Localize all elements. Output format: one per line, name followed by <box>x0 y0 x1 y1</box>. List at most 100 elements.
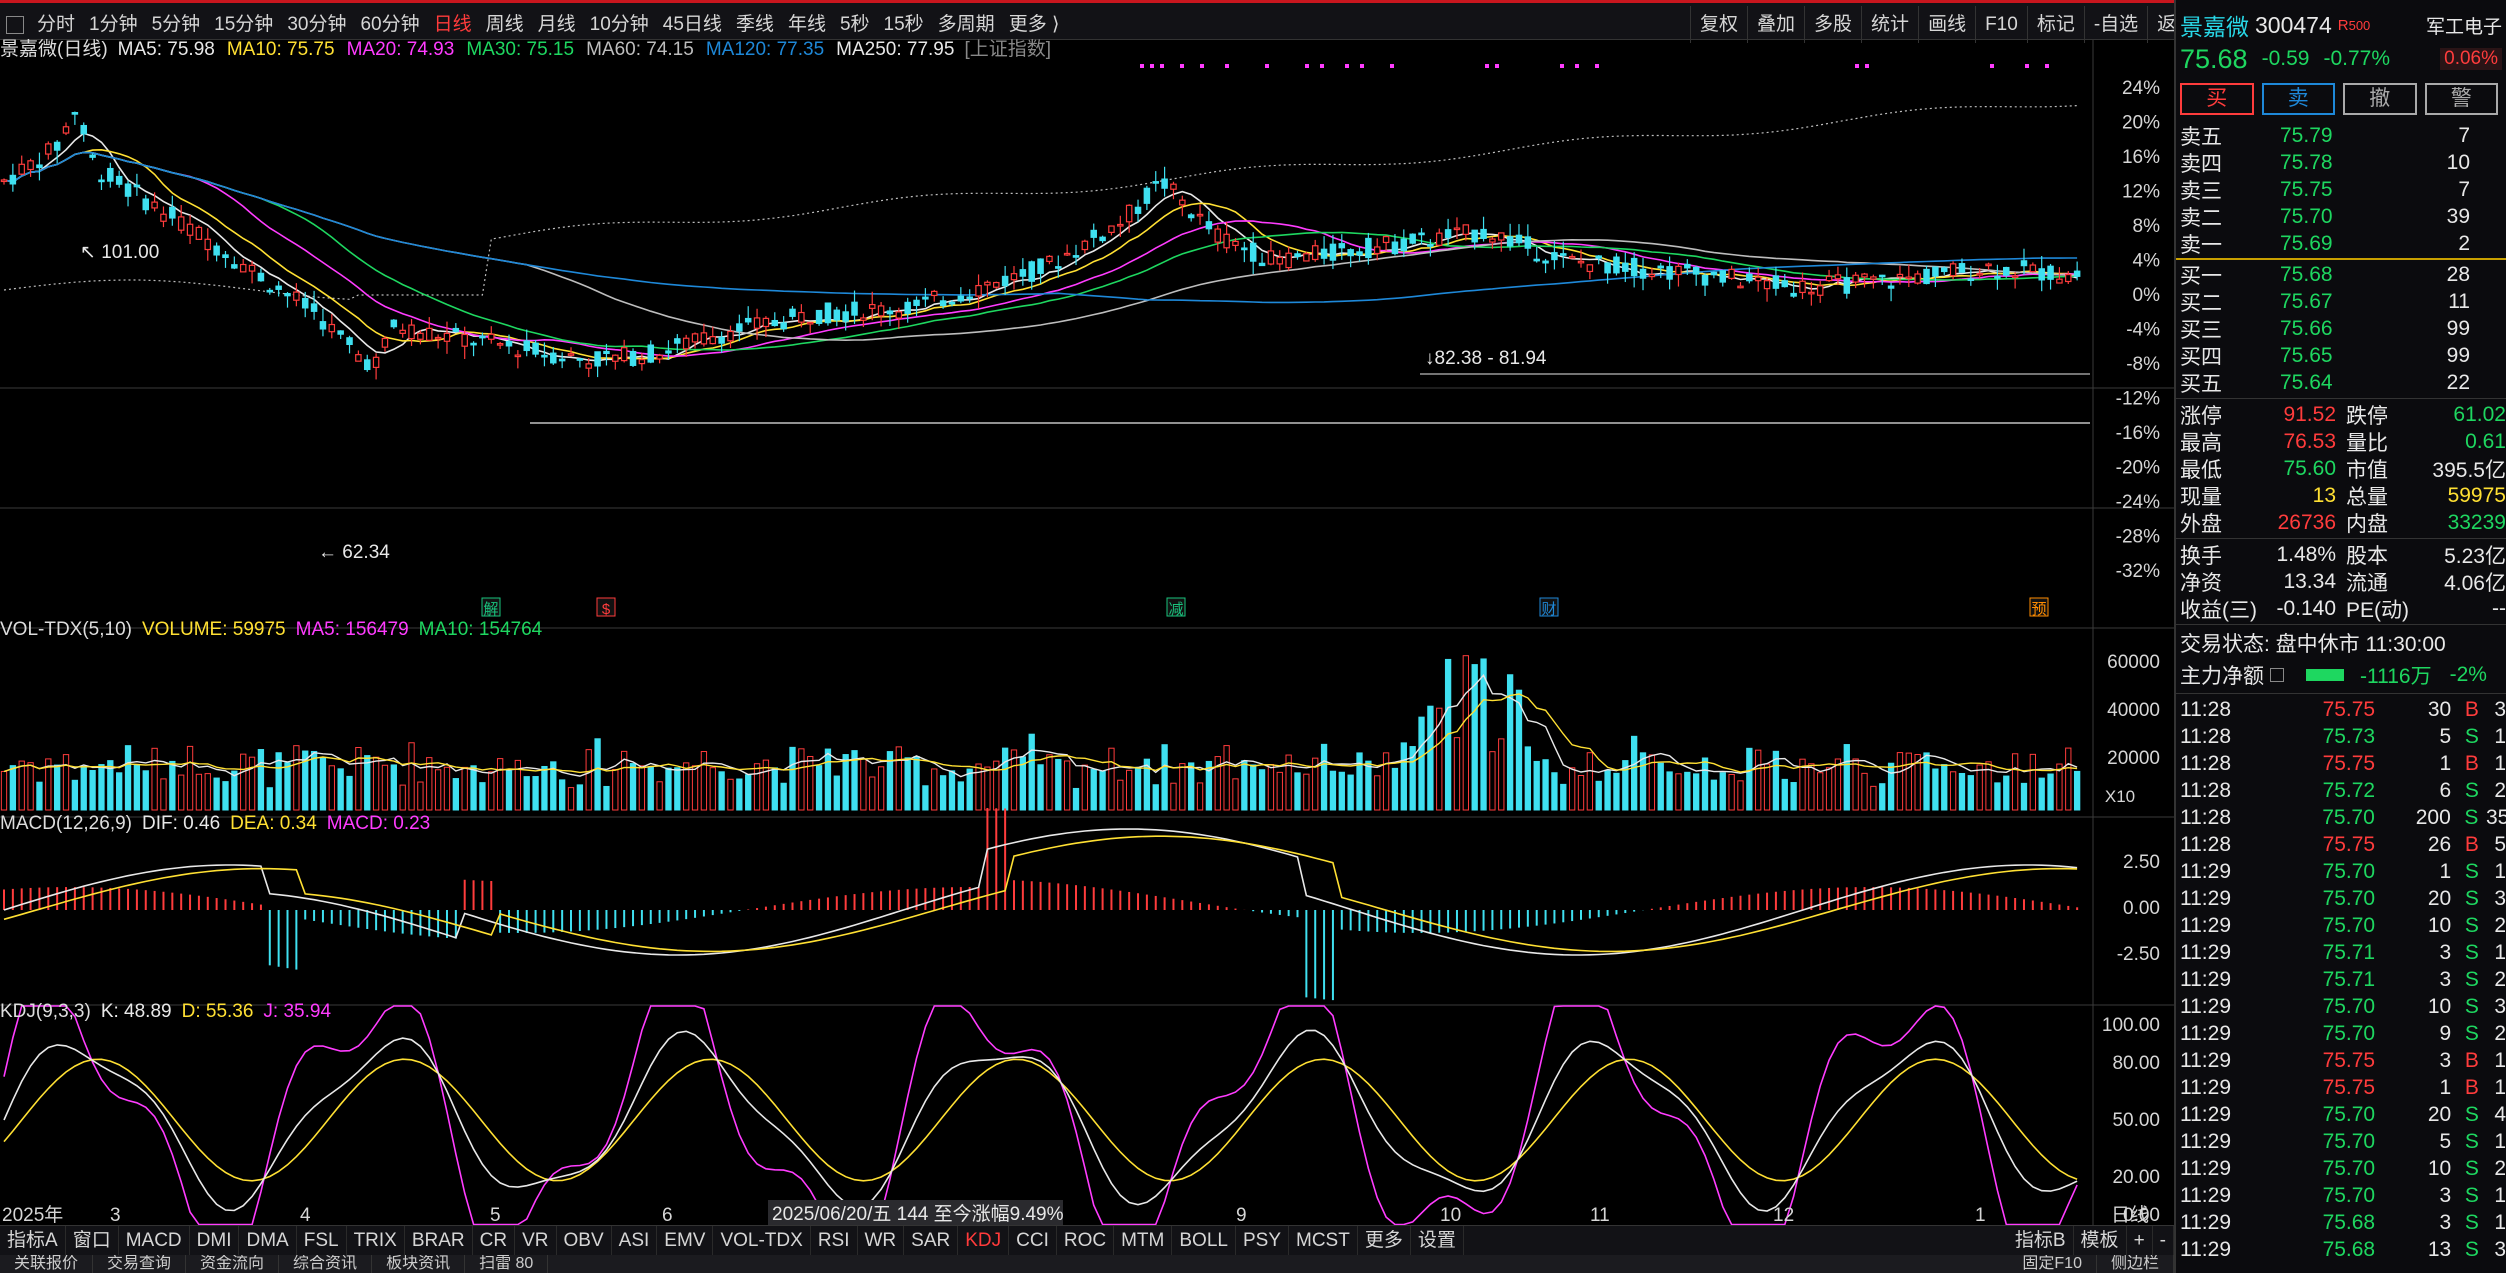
indicator-tab[interactable]: PSY <box>1236 1225 1289 1256</box>
tick-list[interactable]: 11:28 75.75 30 B 3 11:28 75.73 5 S 1 11:28 75.75 1 B 1… <box>2176 696 2506 1263</box>
indicator-tab[interactable]: ASI <box>612 1225 658 1256</box>
candle <box>1205 221 1213 230</box>
indicator-tab[interactable]: VR <box>515 1225 557 1256</box>
period-tab[interactable]: 1分钟 <box>89 14 138 35</box>
tick-count: 1 <box>2494 1048 2506 1072</box>
sell-button[interactable]: 卖 <box>2261 83 2335 115</box>
book-row[interactable]: 买五 75.64 22 <box>2176 369 2506 396</box>
period-tab[interactable]: 季线 <box>735 14 774 35</box>
indicator-tab[interactable]: FSL <box>297 1225 347 1256</box>
book-row[interactable]: 卖四 75.78 10 <box>2176 149 2506 176</box>
volume-bar <box>877 766 885 811</box>
indicator-tab[interactable]: VOL-TDX <box>713 1225 811 1256</box>
indicator-tab[interactable]: RSI <box>811 1225 858 1256</box>
book-row[interactable]: 卖一 75.69 2 <box>2176 230 2506 257</box>
indicator-tab[interactable]: EMV <box>657 1225 714 1256</box>
period-tab[interactable]: 月线 <box>537 14 576 35</box>
indicator-tab-right[interactable]: 模板 <box>2074 1225 2127 1256</box>
book-price: 75.64 <box>2280 370 2333 394</box>
indicator-tab-right[interactable]: 指标B <box>2008 1225 2074 1256</box>
indicator-tab[interactable]: BOLL <box>1172 1225 1236 1256</box>
kdj-title[interactable]: KDJ(9,3,3) <box>0 1001 91 1022</box>
footer-tab[interactable]: 扫雷 80 <box>465 1255 549 1273</box>
book-row[interactable]: 买二 75.67 11 <box>2176 288 2506 315</box>
indicator-tab[interactable]: DMI <box>190 1225 240 1256</box>
book-row[interactable]: 买四 75.65 99 <box>2176 342 2506 369</box>
alert-button[interactable]: 警 <box>2424 83 2498 115</box>
tick-price: 75.70 <box>2322 1183 2376 1207</box>
book-price: 75.67 <box>2280 289 2333 313</box>
kline-chart[interactable]: ← 62.34↖ 101.00↓82.38 - 81.9424%20%16%12… <box>0 40 2174 1230</box>
buy-button[interactable]: 买 <box>2180 83 2254 115</box>
vol-title[interactable]: VOL-TDX(5,10) <box>0 619 132 640</box>
period-tab[interactable]: 更多 ⟩ <box>1008 14 1060 35</box>
stock-name[interactable]: 景嘉微 <box>2180 14 2249 40</box>
candle <box>532 342 539 355</box>
indicator-tab[interactable]: TRIX <box>347 1225 405 1256</box>
footer-tab-right[interactable]: 固定F10 <box>2008 1255 2097 1273</box>
footer-tab[interactable]: 交易查询 <box>93 1255 187 1273</box>
book-row[interactable]: 卖三 75.75 7 <box>2176 176 2506 203</box>
indicator-tab[interactable]: KDJ <box>958 1225 1010 1256</box>
indicator-tab[interactable]: CCI <box>1009 1225 1057 1256</box>
sector-name[interactable]: 军工电子 <box>2425 16 2502 38</box>
indicator-tab[interactable]: 指标A <box>0 1225 66 1256</box>
tool-button[interactable]: 标记 <box>2026 6 2084 43</box>
chart-area[interactable]: ← 62.34 ↖ 101.00 ↓82.38 - 81.94 24% 20% 16% 12… <box>0 39 2174 1230</box>
period-tab[interactable]: 15分钟 <box>214 14 274 35</box>
book-volume: 7 <box>2458 177 2470 201</box>
tool-button[interactable]: -自选 <box>2083 6 2147 43</box>
tick-count: 1 <box>2494 1129 2506 1153</box>
tool-button[interactable]: 复权 <box>1690 6 1747 43</box>
indicator-tab[interactable]: 更多 <box>1358 1225 1411 1256</box>
book-row[interactable]: 买三 75.66 99 <box>2176 315 2506 342</box>
footer-tab[interactable]: 资金流向 <box>186 1255 280 1273</box>
period-tab[interactable]: 60分钟 <box>360 14 420 35</box>
macd-title[interactable]: MACD(12,26,9) <box>0 813 132 834</box>
ma10-line <box>3 148 2078 360</box>
overlay-label[interactable]: [上证指数] <box>964 39 1052 60</box>
tool-button[interactable]: 画线 <box>1918 6 1975 43</box>
period-tab[interactable]: 5秒 <box>839 14 870 35</box>
indicator-tab[interactable]: CR <box>473 1225 516 1256</box>
indicator-tab[interactable]: 设置 <box>1411 1225 1464 1256</box>
footer-tab-right[interactable]: 侧边栏 <box>2097 1255 2174 1273</box>
book-row[interactable]: 买一 75.68 28 <box>2176 261 2506 288</box>
period-tab[interactable]: 15秒 <box>883 14 924 35</box>
volume-bar <box>1666 771 1673 811</box>
period-tab[interactable]: 30分钟 <box>287 14 347 35</box>
period-tab[interactable]: 45日线 <box>662 14 722 35</box>
period-tab[interactable]: 10分钟 <box>589 14 649 35</box>
tool-button[interactable]: 多股 <box>1804 6 1861 43</box>
cancel-button[interactable]: 撤 <box>2343 83 2417 115</box>
indicator-tab[interactable]: MCST <box>1289 1225 1358 1256</box>
indicator-tab[interactable]: MTM <box>1114 1225 1173 1256</box>
candle <box>1896 273 1904 278</box>
indicator-tab-right[interactable]: + <box>2127 1225 2153 1256</box>
indicator-tab[interactable]: OBV <box>557 1225 612 1256</box>
period-tab[interactable]: 周线 <box>485 14 524 35</box>
tool-button[interactable]: 叠加 <box>1747 6 1804 43</box>
period-tab[interactable]: 分时 <box>37 14 76 35</box>
volume-bar <box>1967 775 1974 811</box>
footer-tab[interactable]: 关联报价 <box>0 1255 94 1273</box>
period-tab[interactable]: 年线 <box>787 14 826 35</box>
book-row[interactable]: 卖五 75.79 7 <box>2176 122 2506 149</box>
indicator-tab[interactable]: WR <box>858 1225 905 1256</box>
indicator-tab[interactable]: MACD <box>119 1225 190 1256</box>
period-tab[interactable]: 多周期 <box>937 14 995 35</box>
tool-button[interactable]: F10 <box>1975 6 2027 43</box>
period-tab[interactable]: 5分钟 <box>151 14 201 35</box>
indicator-tab-right[interactable]: - <box>2153 1225 2174 1256</box>
tool-button[interactable]: 统计 <box>1861 6 1918 43</box>
footer-tab[interactable]: 板块资讯 <box>372 1255 466 1273</box>
indicator-tab[interactable]: DMA <box>239 1225 297 1256</box>
indicator-tab[interactable]: BRAR <box>405 1225 473 1256</box>
indicator-tab[interactable]: SAR <box>904 1225 959 1256</box>
indicator-tab[interactable]: 窗口 <box>66 1225 119 1256</box>
book-row[interactable]: 卖二 75.70 39 <box>2176 203 2506 230</box>
footer-tab[interactable]: 综合资讯 <box>279 1255 373 1273</box>
period-tab[interactable]: 日线 <box>433 14 472 35</box>
indicator-tab[interactable]: ROC <box>1057 1225 1115 1256</box>
menu-icon[interactable] <box>6 15 24 34</box>
